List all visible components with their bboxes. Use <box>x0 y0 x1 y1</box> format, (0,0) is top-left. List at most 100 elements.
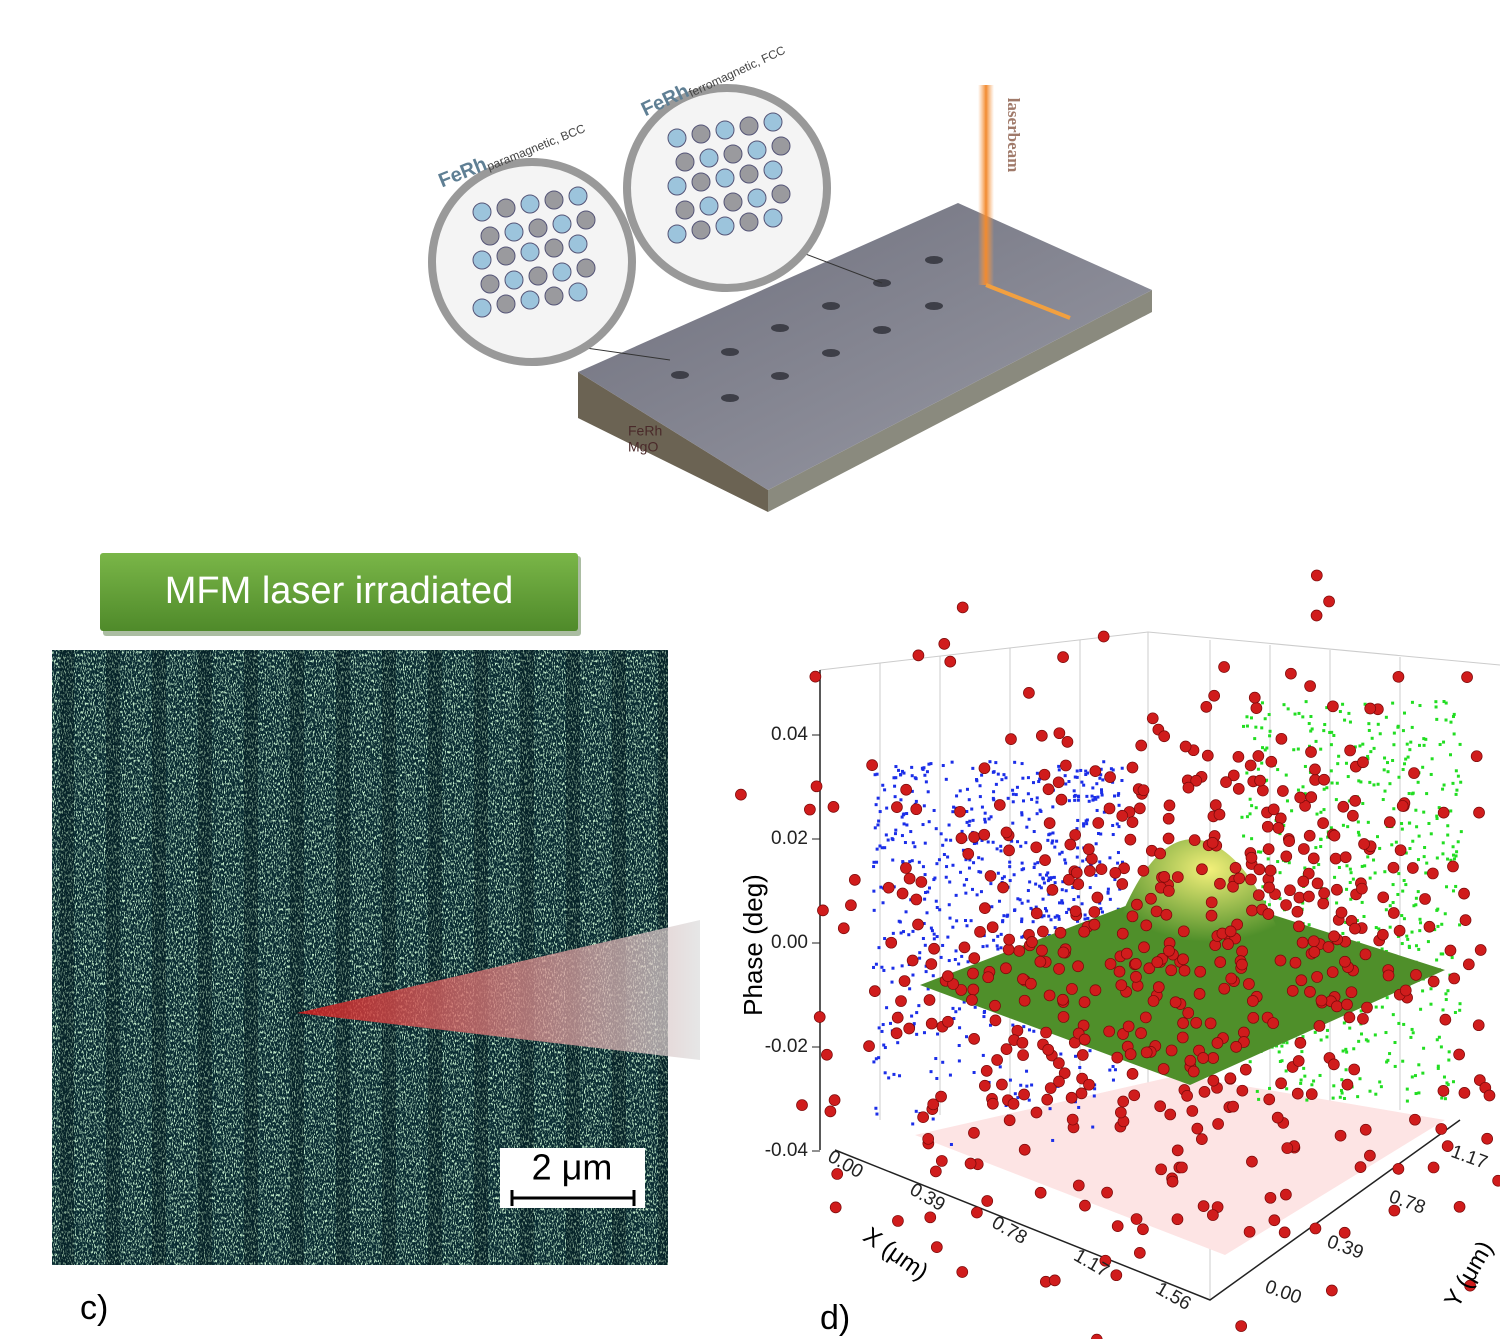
sphere <box>1409 1114 1420 1125</box>
dot <box>1326 1029 1329 1032</box>
dot <box>1002 773 1005 776</box>
z-label: Phase (deg) <box>738 874 768 1016</box>
dot <box>891 981 894 984</box>
sphere <box>1347 810 1358 821</box>
dot <box>1453 732 1456 735</box>
sphere <box>1474 807 1485 818</box>
sphere <box>1172 872 1183 883</box>
sphere <box>1310 1223 1321 1234</box>
dot <box>1395 841 1398 844</box>
dot <box>1459 781 1462 784</box>
sphere <box>1170 997 1181 1008</box>
dot <box>1342 1050 1345 1053</box>
dot <box>923 774 926 777</box>
dot <box>1003 875 1006 878</box>
sphere <box>1079 1034 1090 1045</box>
dot <box>892 776 895 779</box>
dot <box>1369 1090 1372 1093</box>
dot <box>983 818 986 821</box>
dot <box>1297 789 1300 792</box>
dot <box>1312 866 1315 869</box>
atom <box>700 149 718 167</box>
dot <box>1400 914 1403 917</box>
sphere <box>1043 784 1054 795</box>
sphere <box>892 1012 903 1023</box>
dot <box>955 949 958 952</box>
sphere <box>1350 795 1361 806</box>
dot <box>1012 793 1015 796</box>
atom <box>764 161 782 179</box>
dot <box>1441 852 1444 855</box>
dot <box>1073 799 1076 802</box>
sphere <box>1198 1052 1209 1063</box>
sphere <box>1275 813 1286 824</box>
dot <box>883 937 886 940</box>
sphere <box>1438 807 1449 818</box>
sphere <box>957 602 968 613</box>
dot <box>968 867 971 870</box>
dot <box>1429 1003 1432 1006</box>
dot <box>950 1143 953 1146</box>
sphere <box>1296 975 1307 986</box>
sphere <box>1272 1112 1283 1123</box>
dot <box>874 1107 877 1110</box>
dot <box>1000 778 1003 781</box>
sphere <box>1001 827 1012 838</box>
dot <box>1020 920 1023 923</box>
dot <box>1417 1063 1420 1066</box>
dot <box>1397 776 1400 779</box>
dot <box>1305 1099 1308 1102</box>
dot <box>933 877 936 880</box>
dot <box>1316 813 1319 816</box>
sphere <box>1219 661 1230 672</box>
sphere <box>1054 963 1065 974</box>
dot <box>1033 830 1036 833</box>
dot <box>1448 1050 1451 1053</box>
sphere <box>1292 906 1303 917</box>
stripe <box>336 650 350 1265</box>
dot <box>1107 892 1110 895</box>
sphere <box>1153 982 1164 993</box>
dot <box>1082 825 1085 828</box>
dot <box>988 817 991 820</box>
dot <box>1112 1079 1115 1082</box>
dot <box>924 891 927 894</box>
dot <box>1396 726 1399 729</box>
dot <box>894 832 897 835</box>
dot <box>1302 1067 1305 1070</box>
dot <box>884 1071 887 1074</box>
sphere <box>811 781 822 792</box>
dot <box>1449 721 1452 724</box>
sphere <box>1065 839 1076 850</box>
sphere <box>1454 1201 1465 1212</box>
dot <box>1300 1079 1303 1082</box>
dot <box>954 1010 957 1013</box>
dot <box>1047 879 1050 882</box>
sphere <box>1053 777 1064 788</box>
dot <box>958 1007 961 1010</box>
sphere <box>926 1018 937 1029</box>
dot <box>968 824 971 827</box>
dot <box>1339 1096 1342 1099</box>
dot <box>955 919 958 922</box>
dot <box>1414 903 1417 906</box>
sphere <box>1268 804 1279 815</box>
dot <box>1088 800 1091 803</box>
sphere <box>1243 978 1254 989</box>
dot <box>1096 809 1099 812</box>
sphere <box>1215 957 1226 968</box>
dot <box>1415 825 1418 828</box>
atom <box>553 263 571 281</box>
dot <box>1035 801 1038 804</box>
sphere <box>1281 900 1292 911</box>
sphere <box>1117 810 1128 821</box>
sphere <box>1005 734 1016 745</box>
sphere <box>1440 1014 1451 1025</box>
sphere <box>1129 1090 1140 1101</box>
sphere <box>989 1000 1000 1011</box>
dot <box>1094 874 1097 877</box>
dot <box>894 765 897 768</box>
dot <box>901 770 904 773</box>
sphere <box>1163 833 1174 844</box>
sphere <box>897 888 908 899</box>
